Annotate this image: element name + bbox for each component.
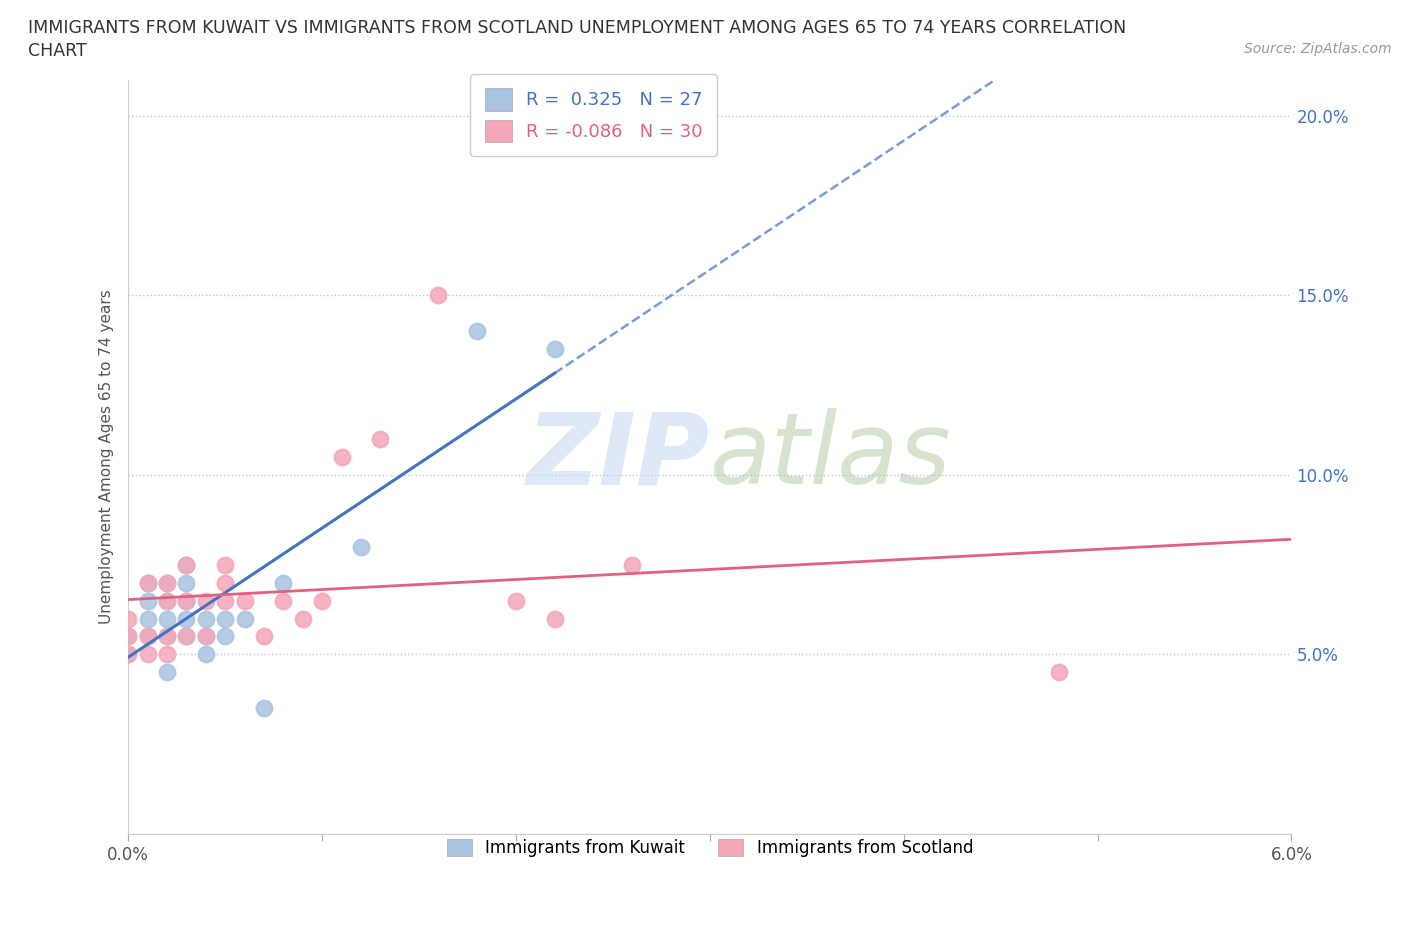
Point xyxy=(505,593,527,608)
Legend: Immigrants from Kuwait, Immigrants from Scotland: Immigrants from Kuwait, Immigrants from … xyxy=(433,826,987,870)
Point xyxy=(368,432,391,446)
Point xyxy=(156,593,179,608)
Point xyxy=(233,611,256,626)
Point xyxy=(427,288,450,303)
Point xyxy=(233,593,256,608)
Text: atlas: atlas xyxy=(710,408,952,506)
Point xyxy=(194,611,217,626)
Point xyxy=(136,629,159,644)
Point xyxy=(273,575,295,590)
Point xyxy=(253,701,276,716)
Point xyxy=(1047,665,1070,680)
Text: Source: ZipAtlas.com: Source: ZipAtlas.com xyxy=(1244,42,1392,56)
Point xyxy=(621,557,644,572)
Y-axis label: Unemployment Among Ages 65 to 74 years: Unemployment Among Ages 65 to 74 years xyxy=(100,289,114,624)
Point xyxy=(176,575,198,590)
Point xyxy=(350,539,373,554)
Point xyxy=(253,629,276,644)
Point xyxy=(136,575,159,590)
Point xyxy=(214,575,236,590)
Point xyxy=(176,611,198,626)
Text: ZIP: ZIP xyxy=(527,408,710,506)
Point xyxy=(117,611,139,626)
Point xyxy=(117,647,139,662)
Point xyxy=(214,611,236,626)
Point xyxy=(117,629,139,644)
Point xyxy=(194,629,217,644)
Point xyxy=(136,593,159,608)
Point xyxy=(176,557,198,572)
Point xyxy=(136,647,159,662)
Point xyxy=(194,647,217,662)
Point xyxy=(214,629,236,644)
Point xyxy=(136,575,159,590)
Point xyxy=(176,557,198,572)
Point xyxy=(214,557,236,572)
Point xyxy=(214,593,236,608)
Point xyxy=(136,611,159,626)
Point xyxy=(156,629,179,644)
Point xyxy=(273,593,295,608)
Point xyxy=(544,342,567,357)
Point xyxy=(194,593,217,608)
Point xyxy=(311,593,333,608)
Point xyxy=(156,575,179,590)
Point xyxy=(156,593,179,608)
Text: IMMIGRANTS FROM KUWAIT VS IMMIGRANTS FROM SCOTLAND UNEMPLOYMENT AMONG AGES 65 TO: IMMIGRANTS FROM KUWAIT VS IMMIGRANTS FRO… xyxy=(28,19,1126,36)
Text: CHART: CHART xyxy=(28,42,87,60)
Point xyxy=(291,611,314,626)
Point xyxy=(465,324,488,339)
Point xyxy=(117,629,139,644)
Point xyxy=(136,629,159,644)
Point xyxy=(156,629,179,644)
Point xyxy=(194,629,217,644)
Point xyxy=(176,629,198,644)
Point xyxy=(176,629,198,644)
Point xyxy=(330,449,353,464)
Point xyxy=(176,593,198,608)
Point xyxy=(544,611,567,626)
Point xyxy=(156,611,179,626)
Point xyxy=(117,647,139,662)
Point xyxy=(156,665,179,680)
Point xyxy=(156,647,179,662)
Point xyxy=(176,593,198,608)
Point xyxy=(156,575,179,590)
